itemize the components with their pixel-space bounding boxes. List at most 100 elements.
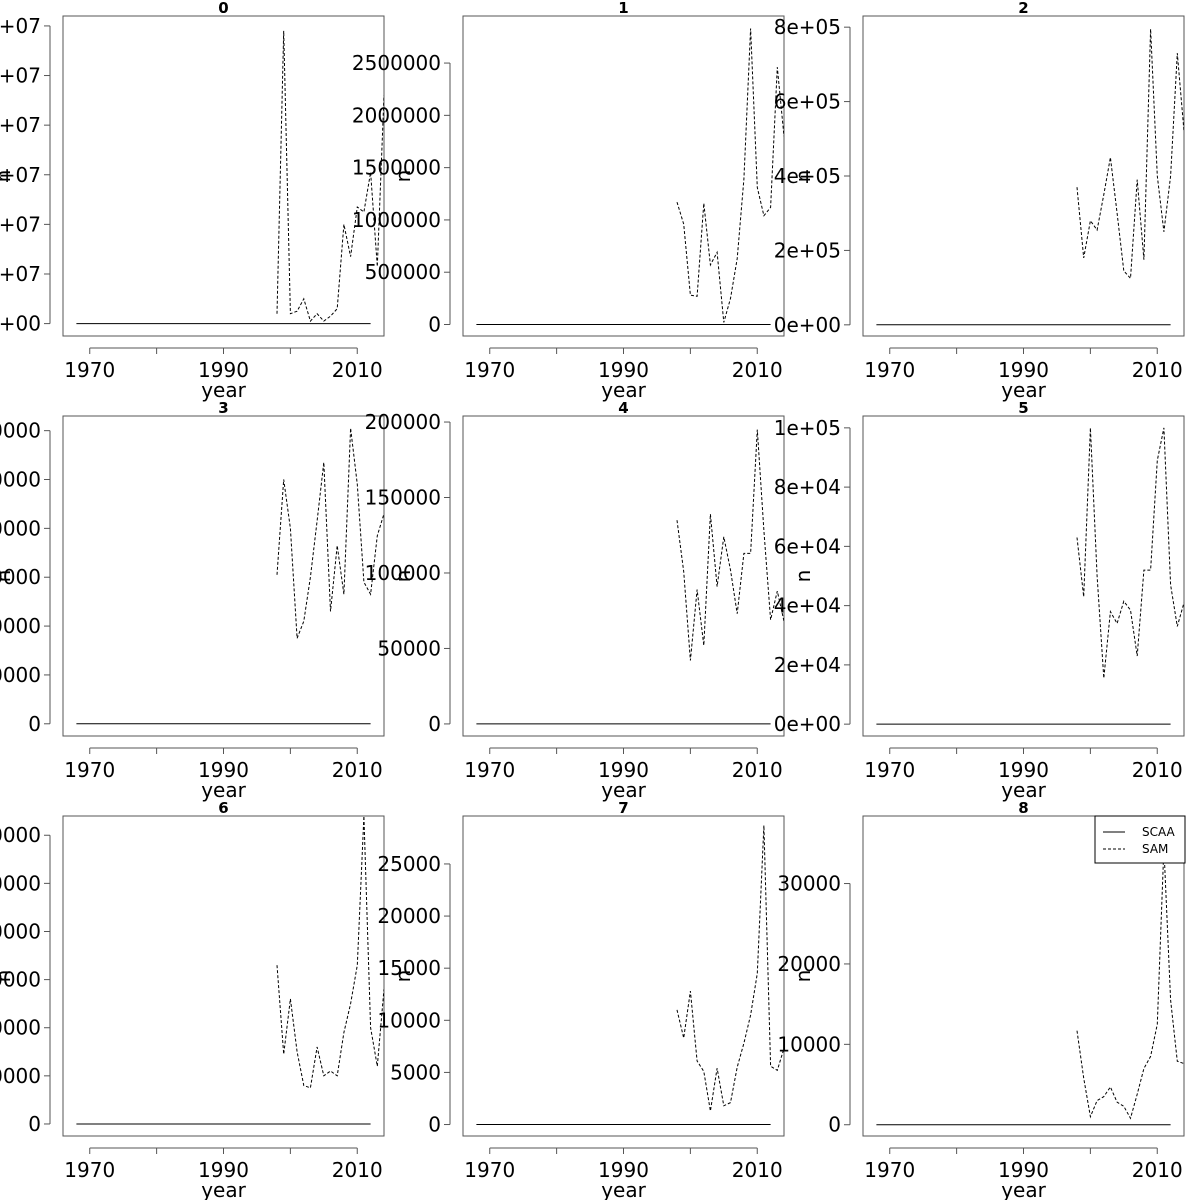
y-tick-label: 0 — [28, 712, 41, 736]
panel-title: 2 — [1018, 0, 1028, 17]
x-tick-label: 1970 — [864, 758, 915, 782]
plot-frame — [462, 15, 785, 337]
panel-8: 8 1970 1990 2010 year 0 10000 20000 30000 n — [777, 799, 1185, 1200]
y-tick-label: 1500000 — [352, 156, 441, 180]
x-tick-label: 2010 — [732, 1158, 783, 1182]
plot-frame — [62, 815, 385, 1137]
series-group — [876, 28, 1184, 326]
y-tick-label: 4e+04 — [774, 594, 841, 618]
y-tick-label: 2000000 — [352, 103, 441, 127]
series-line-sam — [276, 428, 384, 639]
y-tick-label: 3e+07 — [0, 163, 41, 187]
x-tick-label: 1990 — [198, 358, 249, 382]
x-tick-label: 1970 — [64, 758, 115, 782]
y-tick-label: 500000 — [365, 260, 441, 284]
y-tick-label: 10000 — [0, 663, 41, 687]
y-tick-label: 0e+00 — [0, 312, 41, 336]
y-tick-label: 10000 — [377, 1008, 441, 1032]
y-tick-label: 0 — [428, 712, 441, 736]
plot-frame — [862, 815, 1185, 1137]
x-tick-label: 1990 — [998, 358, 1049, 382]
series-line-sam — [1076, 847, 1184, 1120]
y-tick-label: 0 — [428, 312, 441, 336]
y-tick-label: 6e+07 — [0, 14, 41, 38]
panel-title: 7 — [618, 799, 628, 817]
series-line-sam — [276, 30, 384, 323]
y-tick-label: 6e+04 — [774, 534, 841, 558]
y-tick-label: 0 — [428, 1113, 441, 1137]
y-tick-label: 30000 — [0, 968, 41, 992]
panel-2: 2 1970 1990 2010 year 0e+00 2e+05 4e+05 6e+05 8e+… — [774, 0, 1185, 402]
y-tick-label: 15000 — [377, 956, 441, 980]
series-line-sam — [276, 816, 384, 1089]
series-group — [76, 428, 384, 725]
panel-title: 3 — [218, 399, 228, 417]
y-tick-label: 2e+07 — [0, 212, 41, 236]
y-tick-label: 40000 — [0, 919, 41, 943]
legend-label-sam: SAM — [1142, 842, 1168, 856]
series-group — [76, 30, 384, 325]
legend-label-scaa: SCAA — [1142, 825, 1176, 839]
y-tick-label: 50000 — [0, 871, 41, 895]
x-tick-label: 1970 — [864, 1158, 915, 1182]
x-axis-label: year — [201, 778, 246, 802]
y-axis-label: n — [0, 570, 15, 583]
y-tick-label: 6e+05 — [774, 90, 841, 114]
panel-6: 6 1970 1990 2010 year 0 10000 20000 30000 40000 50… — [0, 799, 385, 1200]
panel-3: 3 1970 1990 2010 year 0 10000 20000 30000 40000 50… — [0, 399, 385, 802]
y-axis-label: n — [391, 970, 415, 983]
y-tick-label: 8e+05 — [774, 15, 841, 39]
series-line-sam — [676, 28, 784, 323]
series-group — [876, 427, 1184, 725]
y-tick-label: 40000 — [0, 516, 41, 540]
x-axis-label: year — [1001, 378, 1046, 402]
x-axis-label: year — [601, 778, 646, 802]
y-tick-label: 5e+07 — [0, 64, 41, 88]
y-tick-label: 4e+05 — [774, 164, 841, 188]
y-tick-label: 0e+00 — [774, 712, 841, 736]
plot-frame — [462, 415, 785, 737]
y-tick-label: 200000 — [365, 410, 441, 434]
y-tick-label: 60000 — [0, 419, 41, 443]
y-tick-label: 2500000 — [352, 51, 441, 75]
x-axis-label: year — [201, 378, 246, 402]
plot-frame — [62, 15, 385, 337]
y-tick-label: 150000 — [365, 486, 441, 510]
x-tick-label: 1970 — [464, 358, 515, 382]
y-tick-label: 0 — [828, 1113, 841, 1137]
y-axis-label: n — [0, 170, 15, 183]
panel-4: 4 1970 1990 2010 year 0 50000 100000 150000 20000… — [365, 399, 785, 802]
y-tick-label: 0e+00 — [774, 313, 841, 337]
y-tick-label: 1000000 — [352, 208, 441, 232]
y-axis-label: n — [791, 570, 815, 583]
y-tick-label: 4e+07 — [0, 113, 41, 137]
x-axis-label: year — [601, 1178, 646, 1200]
x-tick-label: 1990 — [198, 1158, 249, 1182]
y-axis-label: n — [791, 970, 815, 983]
x-tick-label: 1970 — [64, 1158, 115, 1182]
y-tick-label: 20000 — [0, 1016, 41, 1040]
x-tick-label: 2010 — [732, 758, 783, 782]
x-tick-label: 1990 — [198, 758, 249, 782]
series-group — [876, 847, 1184, 1126]
y-axis-label: n — [391, 170, 415, 183]
y-tick-label: 50000 — [377, 636, 441, 660]
legend-box — [1094, 815, 1186, 864]
x-tick-label: 1990 — [998, 1158, 1049, 1182]
panel-title: 0 — [218, 0, 228, 17]
y-tick-label: 20000 — [777, 952, 841, 976]
y-tick-label: 20000 — [377, 904, 441, 928]
y-tick-label: 60000 — [0, 823, 41, 847]
x-tick-label: 2010 — [332, 358, 383, 382]
plot-frame — [462, 815, 785, 1137]
plot-frame — [862, 415, 1185, 737]
y-tick-label: 2e+05 — [774, 238, 841, 262]
y-axis-label: n — [0, 970, 15, 983]
y-tick-label: 20000 — [0, 614, 41, 638]
x-tick-label: 1970 — [64, 358, 115, 382]
x-tick-label: 2010 — [332, 1158, 383, 1182]
panel-5: 5 1970 1990 2010 year 0e+00 2e+04 4e+04 6e+04 8e+… — [774, 399, 1185, 802]
x-tick-label: 1970 — [464, 1158, 515, 1182]
panel-title: 8 — [1018, 799, 1028, 817]
